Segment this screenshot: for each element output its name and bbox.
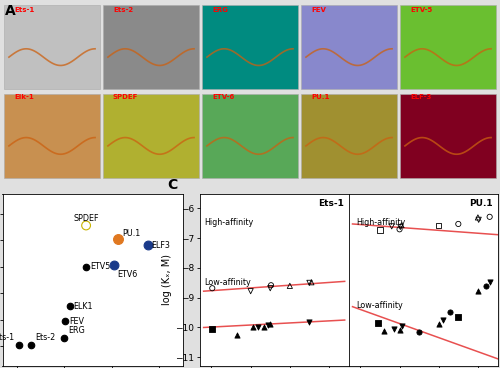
Text: ERG: ERG (212, 7, 228, 13)
Point (434, 223, 442, 229)
Text: Low-affinity: Low-affinity (204, 278, 251, 287)
Text: High-affinity: High-affinity (356, 218, 406, 227)
Text: ETV5: ETV5 (90, 262, 110, 271)
Point (482, 283, 490, 289)
Point (454, 221, 462, 227)
Bar (4, 94, 100, 178)
Text: Low-affinity: Low-affinity (356, 301, 403, 309)
Text: Elk-1: Elk-1 (14, 94, 34, 100)
Point (396, 224, 404, 230)
Point (260, 325, 268, 330)
Point (396, 226, 404, 232)
Point (396, 328, 404, 333)
Point (286, 283, 294, 289)
Bar (202, 6, 298, 89)
Text: Ets-2: Ets-2 (113, 7, 133, 13)
Point (306, 280, 314, 286)
Point (264, 322, 272, 328)
Point (434, 321, 442, 327)
Point (82, 223, 90, 229)
Text: ELF-3: ELF-3 (410, 94, 432, 100)
Text: ELF3: ELF3 (152, 241, 171, 250)
Point (306, 319, 314, 325)
Point (144, 243, 152, 248)
Bar (301, 94, 397, 178)
Point (438, 317, 446, 323)
Point (208, 326, 216, 332)
Point (446, 309, 454, 315)
Point (208, 285, 216, 291)
Point (114, 236, 122, 242)
Bar (202, 94, 298, 178)
Bar (301, 6, 397, 89)
Text: ETV6: ETV6 (118, 270, 138, 279)
Point (398, 323, 406, 329)
Text: ETV-6: ETV-6 (212, 94, 234, 100)
Text: A: A (5, 4, 15, 18)
Point (390, 326, 398, 332)
Point (374, 320, 382, 326)
Text: Ets-1: Ets-1 (0, 333, 15, 342)
Point (454, 314, 462, 320)
Point (380, 328, 388, 334)
Point (376, 227, 384, 233)
Text: Ets-1: Ets-1 (14, 7, 34, 13)
Point (248, 325, 256, 330)
Point (267, 282, 275, 288)
Point (415, 329, 423, 335)
Point (66, 304, 74, 309)
Text: PU.1: PU.1 (311, 94, 330, 100)
Text: SPDEF: SPDEF (74, 214, 99, 223)
Text: PU.1: PU.1 (470, 199, 493, 208)
Bar (103, 94, 199, 178)
Point (233, 332, 241, 338)
Point (474, 215, 482, 220)
Point (486, 279, 494, 285)
Y-axis label: log (Kₓ, M): log (Kₓ, M) (162, 254, 172, 305)
Text: ETV-5: ETV-5 (410, 7, 432, 13)
Point (266, 321, 274, 327)
Point (486, 214, 494, 220)
Point (246, 288, 254, 294)
Point (82, 264, 90, 270)
Bar (400, 6, 496, 89)
Text: High-affinity: High-affinity (204, 218, 254, 227)
Point (254, 324, 262, 330)
Text: Ets-2: Ets-2 (35, 333, 55, 342)
Text: ELK1: ELK1 (74, 302, 93, 311)
Text: C: C (167, 178, 177, 192)
Text: Ets-1: Ets-1 (318, 199, 344, 208)
Point (398, 222, 406, 228)
Bar (103, 6, 199, 89)
Text: SPDEF: SPDEF (113, 94, 138, 100)
Text: FEV: FEV (311, 7, 326, 13)
Text: FEV: FEV (69, 316, 84, 326)
Point (266, 285, 274, 291)
Point (110, 262, 118, 268)
Point (61, 318, 69, 324)
Bar (4, 6, 100, 89)
Text: PU.1: PU.1 (122, 229, 141, 238)
Point (474, 288, 482, 294)
Point (474, 217, 482, 223)
Point (14, 342, 22, 348)
Point (60, 335, 68, 341)
Point (388, 223, 396, 229)
Bar (400, 94, 496, 178)
Point (308, 279, 316, 285)
Text: ERG: ERG (68, 326, 85, 336)
Point (27, 342, 35, 348)
